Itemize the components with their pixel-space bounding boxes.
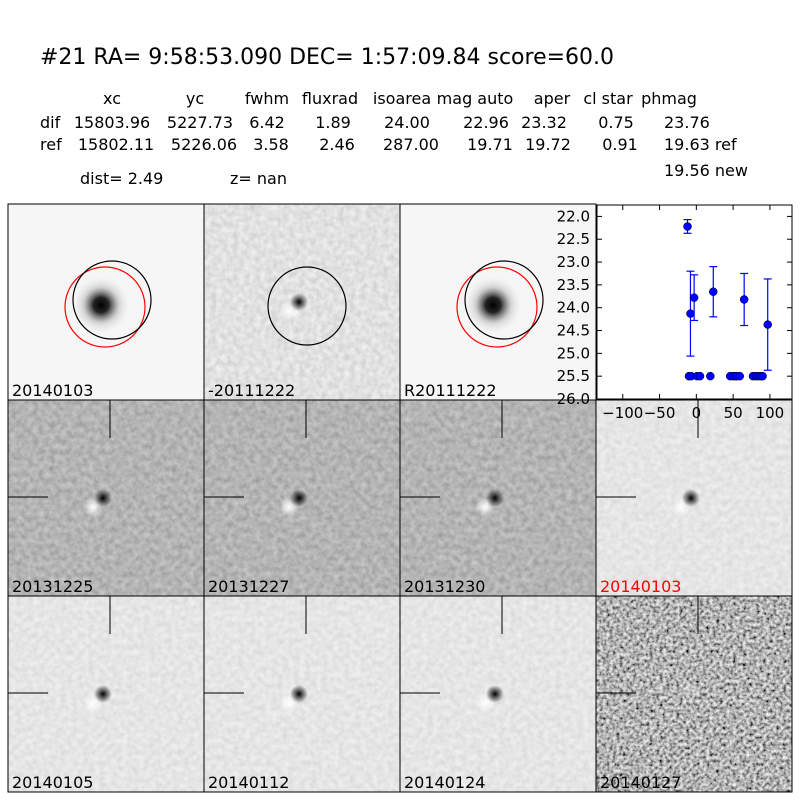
point [709,287,718,296]
image-panel: -20111222 [203,203,401,401]
cell: 23.32 [521,113,567,132]
column-header: cl star [583,89,633,108]
x-tick-label: 50 [724,404,743,422]
x-tick-label: −100 [602,404,643,422]
cell: 15803.96 [74,113,150,132]
y-tick-label: 26.0 [557,390,590,408]
x-tick-label: 0 [692,404,702,422]
panel-label: 20140112 [208,773,289,792]
det-circle [267,266,347,346]
panel-label: 20140127 [600,773,681,792]
dipole-dark [486,489,504,507]
faint-source [681,681,697,697]
image-panel: 20131227 [203,399,401,597]
point [695,371,705,381]
column-header: yc [186,89,204,108]
ref-circle [64,266,146,348]
star [463,275,523,335]
image-panel: 20140127 [595,595,793,793]
point [683,222,692,231]
panel-label: 20140103 [600,577,681,596]
y-tick-label: 25.0 [557,344,590,362]
new-mag: 19.56 new [664,161,748,180]
cell: 19.63 ref [664,135,737,154]
dipole-dark [94,489,112,507]
panel-label: 20140105 [12,773,93,792]
image-panel: 20140124 [399,595,597,793]
ref-circle [456,266,538,348]
det-circle [72,260,152,340]
cell: 22.96 [463,113,509,132]
point [758,371,767,381]
dipole-dark [290,685,308,703]
image-panel: 20140103 [7,203,205,401]
dipole-dark [290,489,308,507]
image-panel: 20131225 [7,399,205,597]
panel-label: 20131225 [12,577,93,596]
point [739,295,749,304]
column-header: phmag [641,89,697,108]
panel-label: 20131230 [404,577,485,596]
column-header: xc [103,89,121,108]
point [686,309,695,318]
cell: 0.75 [598,113,634,132]
panel-label: R20111222 [404,381,497,400]
y-tick-label: 24.0 [557,299,590,317]
column-header: fwhm [245,89,289,108]
dipole-dark [290,293,308,311]
det-circle [464,260,544,340]
cell: 24.00 [384,113,430,132]
column-header: isoarea [373,89,431,108]
cell: 287.00 [383,135,439,154]
image-panel: 20131230 [399,399,597,597]
dipole-dark [682,489,700,507]
dipole-dark [486,685,504,703]
cell: 3.58 [253,135,289,154]
cell: 5226.06 [171,135,237,154]
point [689,293,699,302]
cell: 0.91 [602,135,638,154]
image-panel: 20140105 [7,595,205,793]
row-label: dif [40,113,61,132]
point [706,371,715,381]
column-header: mag auto [437,89,514,108]
panel-frame [595,595,793,793]
panel-label: 20140124 [404,773,485,792]
y-tick-label: 23.5 [557,276,590,294]
cell: 19.71 [467,135,513,154]
image-panel: 20140112 [203,595,401,793]
z: z= nan [230,169,287,188]
plot-frame [596,204,793,400]
row-label: ref [40,135,62,154]
title: #21 RA= 9:58:53.090 DEC= 1:57:09.84 scor… [40,45,614,70]
star [71,275,131,335]
y-tick-label: 22.5 [557,230,590,248]
x-tick-label: 100 [756,404,785,422]
cell: 5227.73 [167,113,233,132]
dist: dist= 2.49 [80,169,163,188]
x-tick-label: −50 [644,404,676,422]
point [763,320,772,329]
cell: 19.72 [525,135,571,154]
panel-label: -20111222 [208,381,295,400]
panel-label: 20140103 [12,381,93,400]
panel-label: 20131227 [208,577,289,596]
y-tick-label: 25.5 [557,367,590,385]
cell: 6.42 [249,113,285,132]
image-panel: 20140103 [595,399,793,597]
column-header: fluxrad [302,89,358,108]
cell: 2.46 [319,135,355,154]
y-tick-label: 22.0 [557,207,590,225]
point [735,371,745,381]
cell: 23.76 [664,113,710,132]
y-tick-label: 24.5 [557,322,590,340]
cell: 15802.11 [78,135,154,154]
column-header: aper [534,89,571,108]
cell: 1.89 [315,113,351,132]
y-tick-label: 23.0 [557,253,590,271]
dipole-dark [94,685,112,703]
